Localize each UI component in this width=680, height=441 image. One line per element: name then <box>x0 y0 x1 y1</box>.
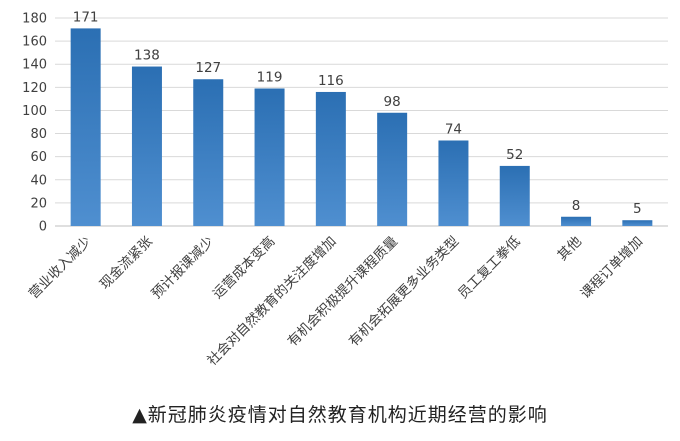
data-label: 5 <box>633 201 642 217</box>
figure-caption: ▲新冠肺炎疫情对自然教育机构近期经营的影响 <box>132 404 548 426</box>
data-label: 171 <box>73 9 99 25</box>
x-tick-label: 运营成本变高 <box>209 233 278 302</box>
data-label: 138 <box>134 48 160 64</box>
data-label: 98 <box>384 94 401 110</box>
bar <box>131 66 162 227</box>
y-tick-label: 120 <box>22 81 47 96</box>
y-axis-ticks: 0 20 40 60 80 100 120 140 160 180 <box>22 12 47 235</box>
y-tick-label: 80 <box>30 127 47 142</box>
y-tick-label: 0 <box>39 220 47 235</box>
bar <box>70 28 101 227</box>
y-tick-label: 140 <box>22 58 47 73</box>
y-tick-label: 60 <box>30 150 47 165</box>
x-tick-label: 课程订单增加 <box>578 234 647 303</box>
x-tick-label: 社会对自然教育的关注度增加 <box>204 233 340 369</box>
data-label: 8 <box>572 198 581 214</box>
x-tick-label: 预计报课减少 <box>148 234 217 303</box>
y-tick-label: 40 <box>30 173 47 188</box>
x-tick-label: 营业收入减少 <box>26 234 95 303</box>
bar <box>438 140 469 226</box>
bar <box>193 79 224 226</box>
data-labels: 171 138 127 119 116 98 74 52 8 5 <box>73 9 642 217</box>
bar <box>499 165 530 226</box>
bar <box>561 216 592 226</box>
bar <box>377 112 408 226</box>
x-tick-label: 现金流紧张 <box>97 233 156 292</box>
data-label: 74 <box>445 121 462 137</box>
x-tick-label: 有机会积极提升课程质量 <box>285 234 401 350</box>
bar <box>622 220 653 226</box>
data-label: 52 <box>506 147 523 163</box>
x-tick-label: 员工复工拳低 <box>454 232 524 302</box>
x-axis-ticks: 营业收入减少 现金流紧张预计报课减少运营成本变高社会对自然教育的关注度增加有机会积… <box>26 232 646 368</box>
y-tick-label: 20 <box>30 196 47 211</box>
data-label: 119 <box>257 69 283 85</box>
y-tick-label: 160 <box>22 35 47 50</box>
y-tick-label: 180 <box>22 12 47 27</box>
bars <box>70 28 653 227</box>
y-tick-label: 100 <box>22 104 47 119</box>
x-tick-label: 其他 <box>554 234 584 264</box>
bar <box>315 91 346 226</box>
data-label: 127 <box>195 60 221 76</box>
bar <box>254 88 285 226</box>
x-tick-label: 有机会拓展更多业务类型 <box>345 233 462 350</box>
data-label: 116 <box>318 73 344 89</box>
